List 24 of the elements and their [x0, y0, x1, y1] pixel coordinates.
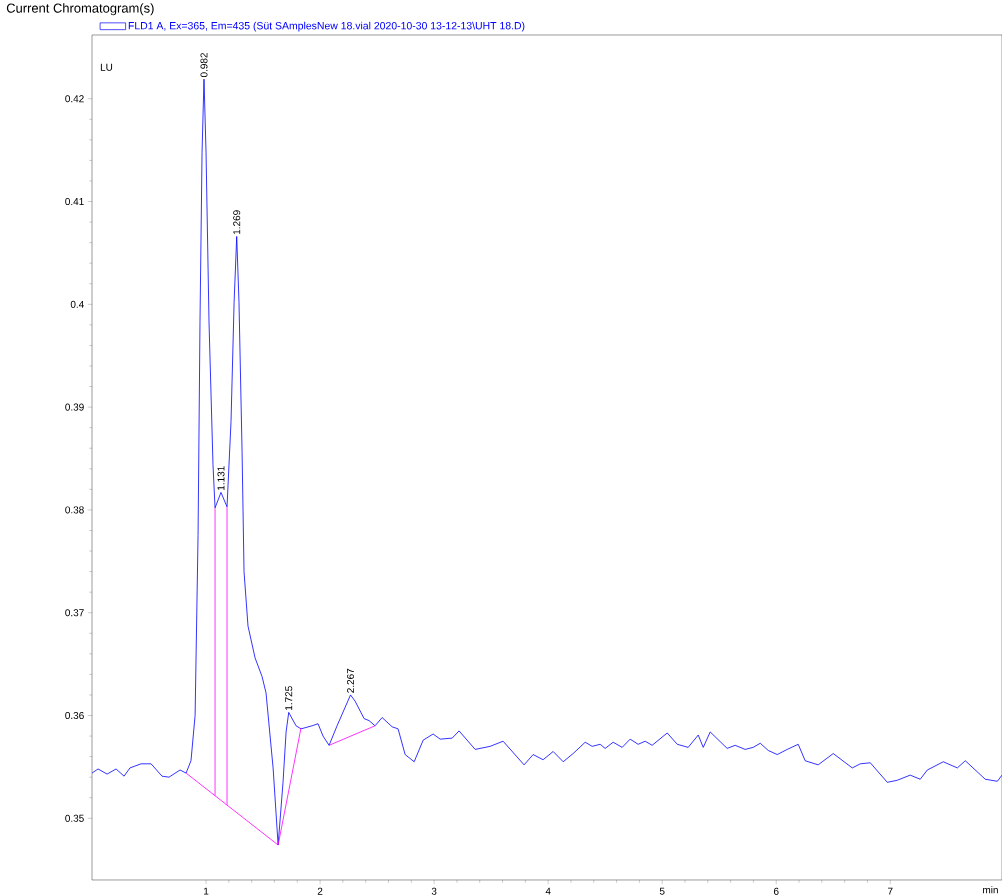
y-tick-label: 0.39 — [65, 403, 84, 411]
y-tick-label: 0.42 — [65, 95, 84, 103]
x-tick-label: 7 — [888, 887, 893, 895]
y-tick-label: 0.36 — [65, 711, 84, 720]
annotation: 2.267 — [347, 668, 355, 693]
y-tick-label: 0.37 — [65, 609, 84, 617]
legend-label: FLD1 A, Ex=365, Em=435 (Süt SAmplesNew 18.vial 2020-10-30 13-12-13\UHT 18.D) — [128, 21, 525, 32]
x-tick-label: 4 — [545, 887, 551, 895]
y-tick-label: 0.38 — [65, 506, 84, 514]
x-tick-label: 6 — [773, 887, 779, 895]
annotation: 1.725 — [285, 686, 293, 710]
y-tick-label: 0.4 — [70, 300, 84, 308]
y-tick-label: 0.41 — [65, 197, 84, 206]
x-tick-label: 1 — [204, 887, 209, 895]
x-tick-label: 3 — [431, 887, 437, 895]
annotation: 0.982 — [200, 53, 208, 78]
chart-title: Current Chromatogram(s) — [6, 3, 154, 16]
annotation: 1.131 — [217, 466, 225, 490]
y-axis-title: LU — [100, 63, 113, 71]
x-tick-label: 2 — [317, 887, 323, 895]
x-axis-title: min — [983, 886, 998, 894]
y-tick-label: 0.35 — [65, 814, 84, 822]
annotation: 1.269 — [233, 210, 241, 235]
x-tick-label: 5 — [659, 887, 665, 895]
